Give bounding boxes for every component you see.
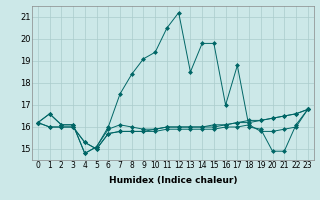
X-axis label: Humidex (Indice chaleur): Humidex (Indice chaleur): [108, 176, 237, 185]
